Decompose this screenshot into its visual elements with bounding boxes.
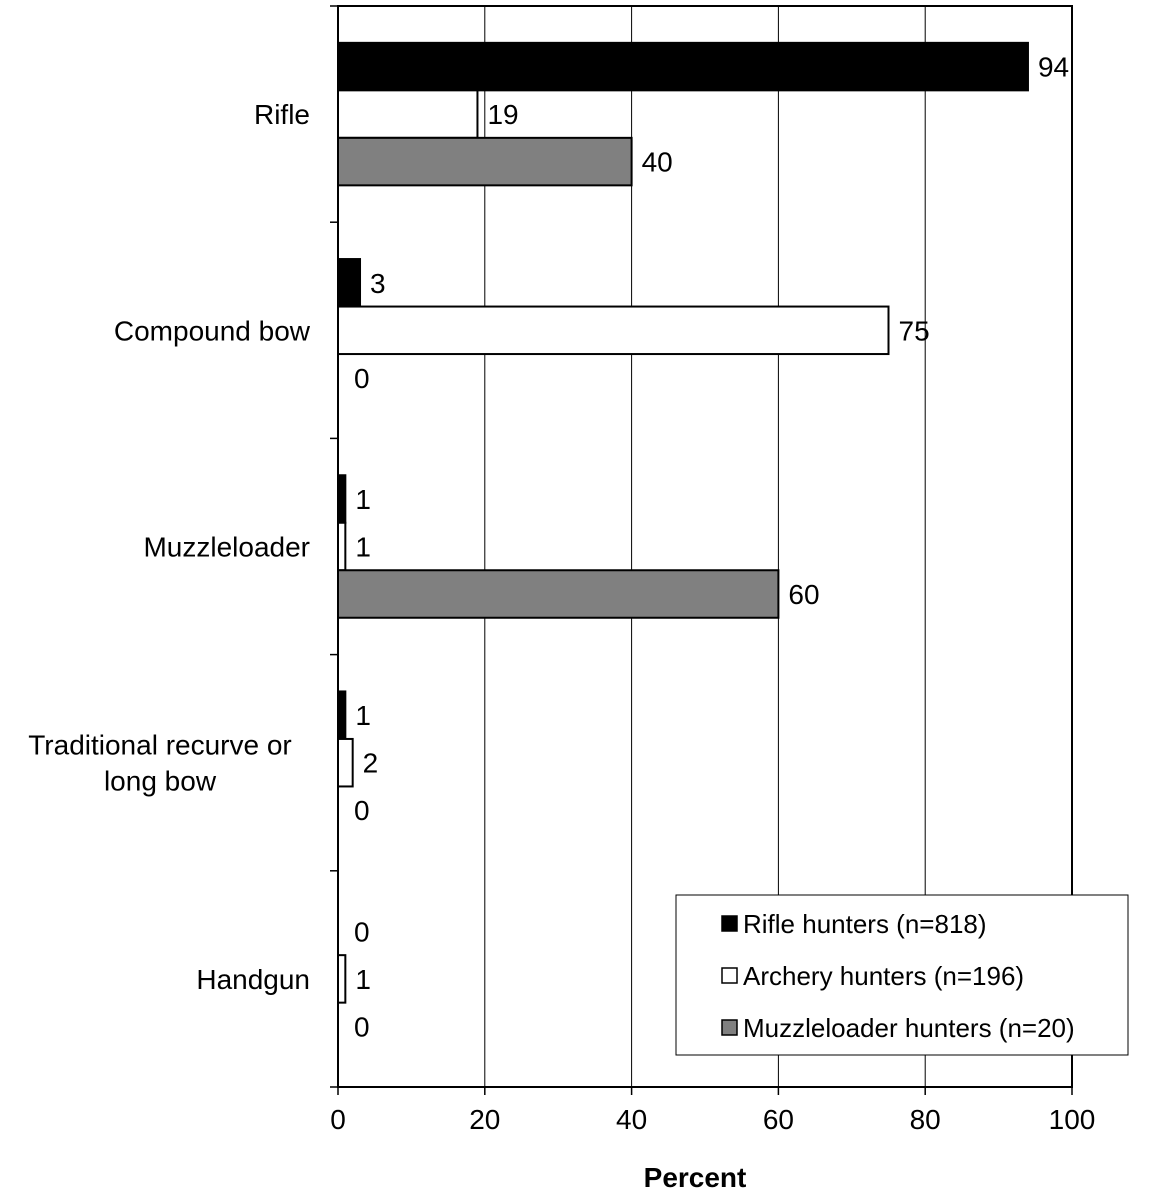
- bar: [337, 737, 354, 788]
- legend-swatch: [721, 915, 738, 932]
- data-label: 94: [1038, 52, 1069, 83]
- data-label: 1: [355, 484, 371, 515]
- data-label: 0: [354, 916, 370, 947]
- data-label: 0: [354, 1011, 370, 1042]
- x-tick-label: 0: [330, 1104, 346, 1135]
- legend-box: [675, 894, 1129, 1056]
- legend-swatch: [721, 1019, 738, 1036]
- data-label: 75: [899, 315, 930, 346]
- legend-label: Muzzleloader hunters (n=20): [743, 1013, 1075, 1043]
- plot-area-border: [337, 5, 1073, 1088]
- plot-frame: [330, 5, 1073, 1095]
- data-label: 19: [487, 99, 518, 130]
- legend-label: Rifle hunters (n=818): [743, 909, 987, 939]
- x-axis-title: Percent: [644, 1162, 747, 1193]
- data-label: 0: [354, 795, 370, 826]
- bar: [337, 954, 347, 1004]
- x-tick-label: 80: [910, 1104, 941, 1135]
- bar: [337, 474, 347, 524]
- bar: [337, 690, 347, 740]
- data-label: 60: [788, 579, 819, 610]
- category-label: Compound bow: [114, 315, 311, 346]
- data-label: 1: [355, 532, 371, 563]
- data-label: 3: [370, 268, 386, 299]
- legend-label: Archery hunters (n=196): [743, 961, 1024, 991]
- category-label: Muzzleloader: [143, 532, 310, 563]
- category-label: Handgun: [196, 964, 310, 995]
- legend: Rifle hunters (n=818) Archery hunters (n=…: [675, 894, 1129, 1056]
- x-tick-label: 60: [763, 1104, 794, 1135]
- legend-swatch: [721, 967, 738, 984]
- bar: [337, 136, 633, 187]
- category-label: Traditional recurve or long bow: [28, 730, 292, 797]
- bar: [337, 521, 347, 572]
- data-label: 40: [642, 147, 673, 178]
- bars: [337, 41, 1029, 1004]
- data-label: 1: [355, 700, 371, 731]
- bar: [337, 305, 890, 356]
- x-tick-label: 20: [469, 1104, 500, 1135]
- category-labels: Rifle Compound bow Muzzleloader Traditional…: [28, 99, 311, 995]
- x-tick-label: 100: [1049, 1104, 1096, 1135]
- category-label: Rifle: [254, 99, 310, 130]
- bar: [337, 569, 780, 619]
- data-label: 0: [354, 363, 370, 394]
- x-tick-labels: 0 20 40 60 80 100: [330, 1104, 1095, 1135]
- data-labels: 94 19 40 3 75 0 1 1 60 1 2 0 0 1 0: [354, 52, 1069, 1043]
- bar: [337, 41, 1029, 92]
- data-label: 2: [363, 748, 379, 779]
- data-label: 1: [355, 964, 371, 995]
- bar: [337, 89, 479, 139]
- bar: [337, 258, 362, 308]
- x-tick-label: 40: [616, 1104, 647, 1135]
